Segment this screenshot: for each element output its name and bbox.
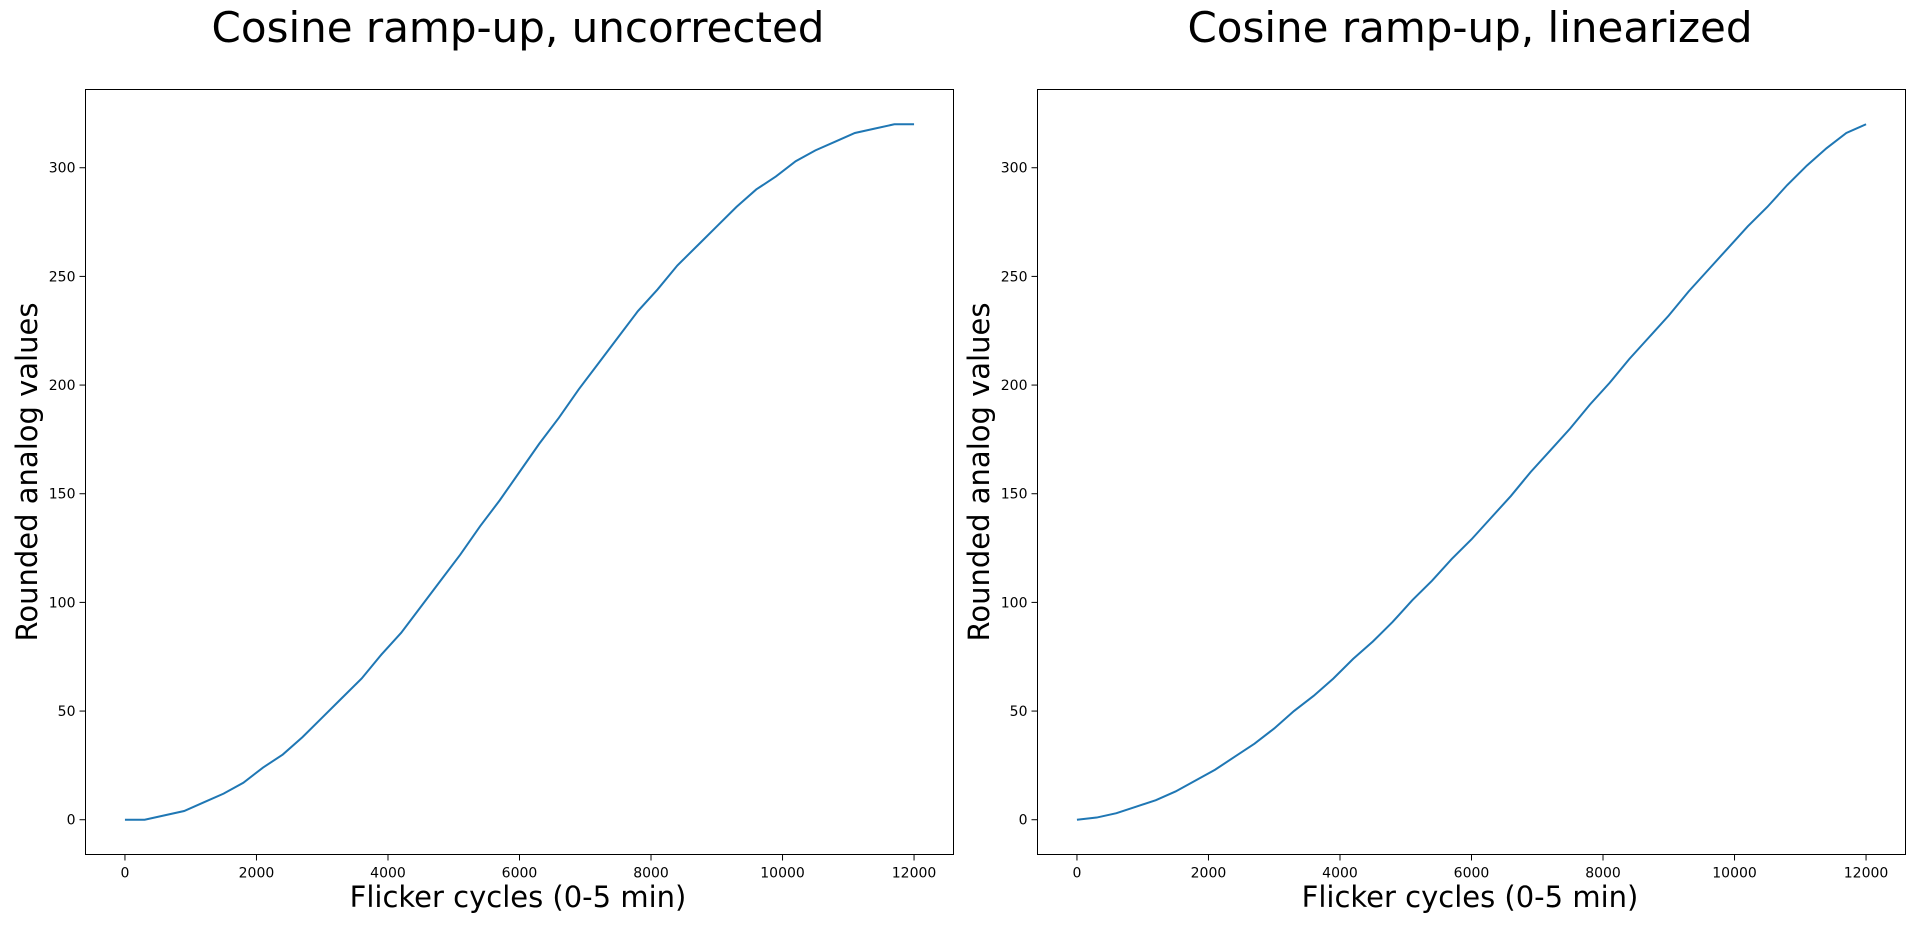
left-y-tick-label: 150: [49, 487, 76, 503]
left-y-tick-label: 50: [58, 704, 76, 720]
left-x-tick-label: 8000: [633, 866, 669, 882]
left-x-tick-label: 4000: [370, 866, 406, 882]
left-x-axis-label: Flicker cycles (0-5 min): [350, 880, 687, 914]
right-x-tick-label: 0: [1072, 866, 1081, 882]
right-x-tick-label: 12000: [1844, 866, 1889, 882]
left-series-line: [124, 123, 915, 821]
right-y-tick-label: 50: [1010, 704, 1028, 720]
left-x-tick-label: 10000: [760, 866, 805, 882]
left-y-tick-label: 300: [49, 161, 76, 177]
right-chart-title: Cosine ramp-up, linearized: [1187, 3, 1752, 52]
left-y-tick-label: 100: [49, 595, 76, 611]
right-x-ticks: 0 2000 4000 6000 8000 10000 12000: [1072, 854, 1889, 882]
right-y-tick-label: 200: [1001, 378, 1028, 394]
left-x-tick-label: 6000: [502, 866, 538, 882]
right-y-tick-label: 100: [1001, 595, 1028, 611]
right-series-line: [1076, 123, 1867, 821]
left-y-axis-label: Rounded analog values: [10, 303, 44, 642]
left-x-tick-label: 0: [120, 866, 129, 882]
right-y-tick-label: 250: [1001, 269, 1028, 285]
right-x-tick-label: 10000: [1712, 866, 1757, 882]
right-y-tick-label: 300: [1001, 161, 1028, 177]
right-y-ticks: 0 50 100 150 200 250 300: [1001, 161, 1038, 829]
right-y-axis-label: Rounded analog values: [962, 303, 996, 642]
left-chart-panel: Cosine ramp-up, uncorrected 0 2000 4000 600…: [10, 3, 954, 914]
right-plot-frame: [1037, 89, 1906, 855]
right-x-tick-label: 4000: [1322, 866, 1358, 882]
left-y-ticks: 0 50 100 150 200 250 300: [49, 161, 86, 829]
left-y-tick-label: 200: [49, 378, 76, 394]
left-x-tick-label: 12000: [892, 866, 937, 882]
right-y-tick-label: 150: [1001, 487, 1028, 503]
right-y-tick-label: 0: [1019, 813, 1028, 829]
right-chart-panel: Cosine ramp-up, linearized 0 2000 4000 6000…: [962, 3, 1906, 914]
right-x-tick-label: 2000: [1191, 866, 1227, 882]
left-y-tick-label: 250: [49, 269, 76, 285]
left-y-tick-label: 0: [67, 813, 76, 829]
left-x-ticks: 0 2000 4000 6000 8000 10000 12000: [120, 854, 937, 882]
left-chart-title: Cosine ramp-up, uncorrected: [212, 3, 825, 52]
right-x-axis-label: Flicker cycles (0-5 min): [1302, 880, 1639, 914]
right-x-tick-label: 6000: [1454, 866, 1490, 882]
left-x-tick-label: 2000: [239, 866, 275, 882]
right-x-tick-label: 8000: [1585, 866, 1621, 882]
